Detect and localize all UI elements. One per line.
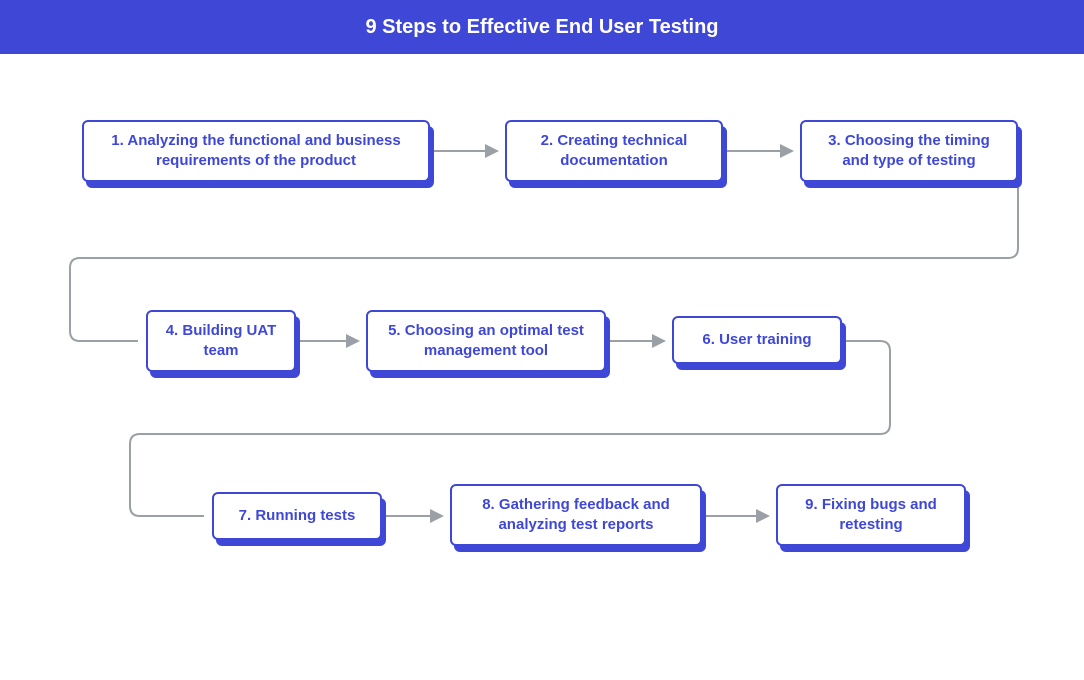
flowchart-node-n8: 8. Gathering feedback and analyzing test… bbox=[450, 484, 702, 546]
flowchart-node-n5: 5. Choosing an optimal test management t… bbox=[366, 310, 606, 372]
flowchart-node-n7: 7. Running tests bbox=[212, 492, 382, 540]
flowchart-node-n2: 2. Creating technical documentation bbox=[505, 120, 723, 182]
flowchart-node-n6: 6. User training bbox=[672, 316, 842, 364]
flowchart-node-n3: 3. Choosing the timing and type of testi… bbox=[800, 120, 1018, 182]
flowchart-canvas: 1. Analyzing the functional and business… bbox=[0, 0, 1084, 680]
flowchart-node-n9: 9. Fixing bugs and retesting bbox=[776, 484, 966, 546]
flowchart-node-n4: 4. Building UAT team bbox=[146, 310, 296, 372]
flowchart-node-n1: 1. Analyzing the functional and business… bbox=[82, 120, 430, 182]
